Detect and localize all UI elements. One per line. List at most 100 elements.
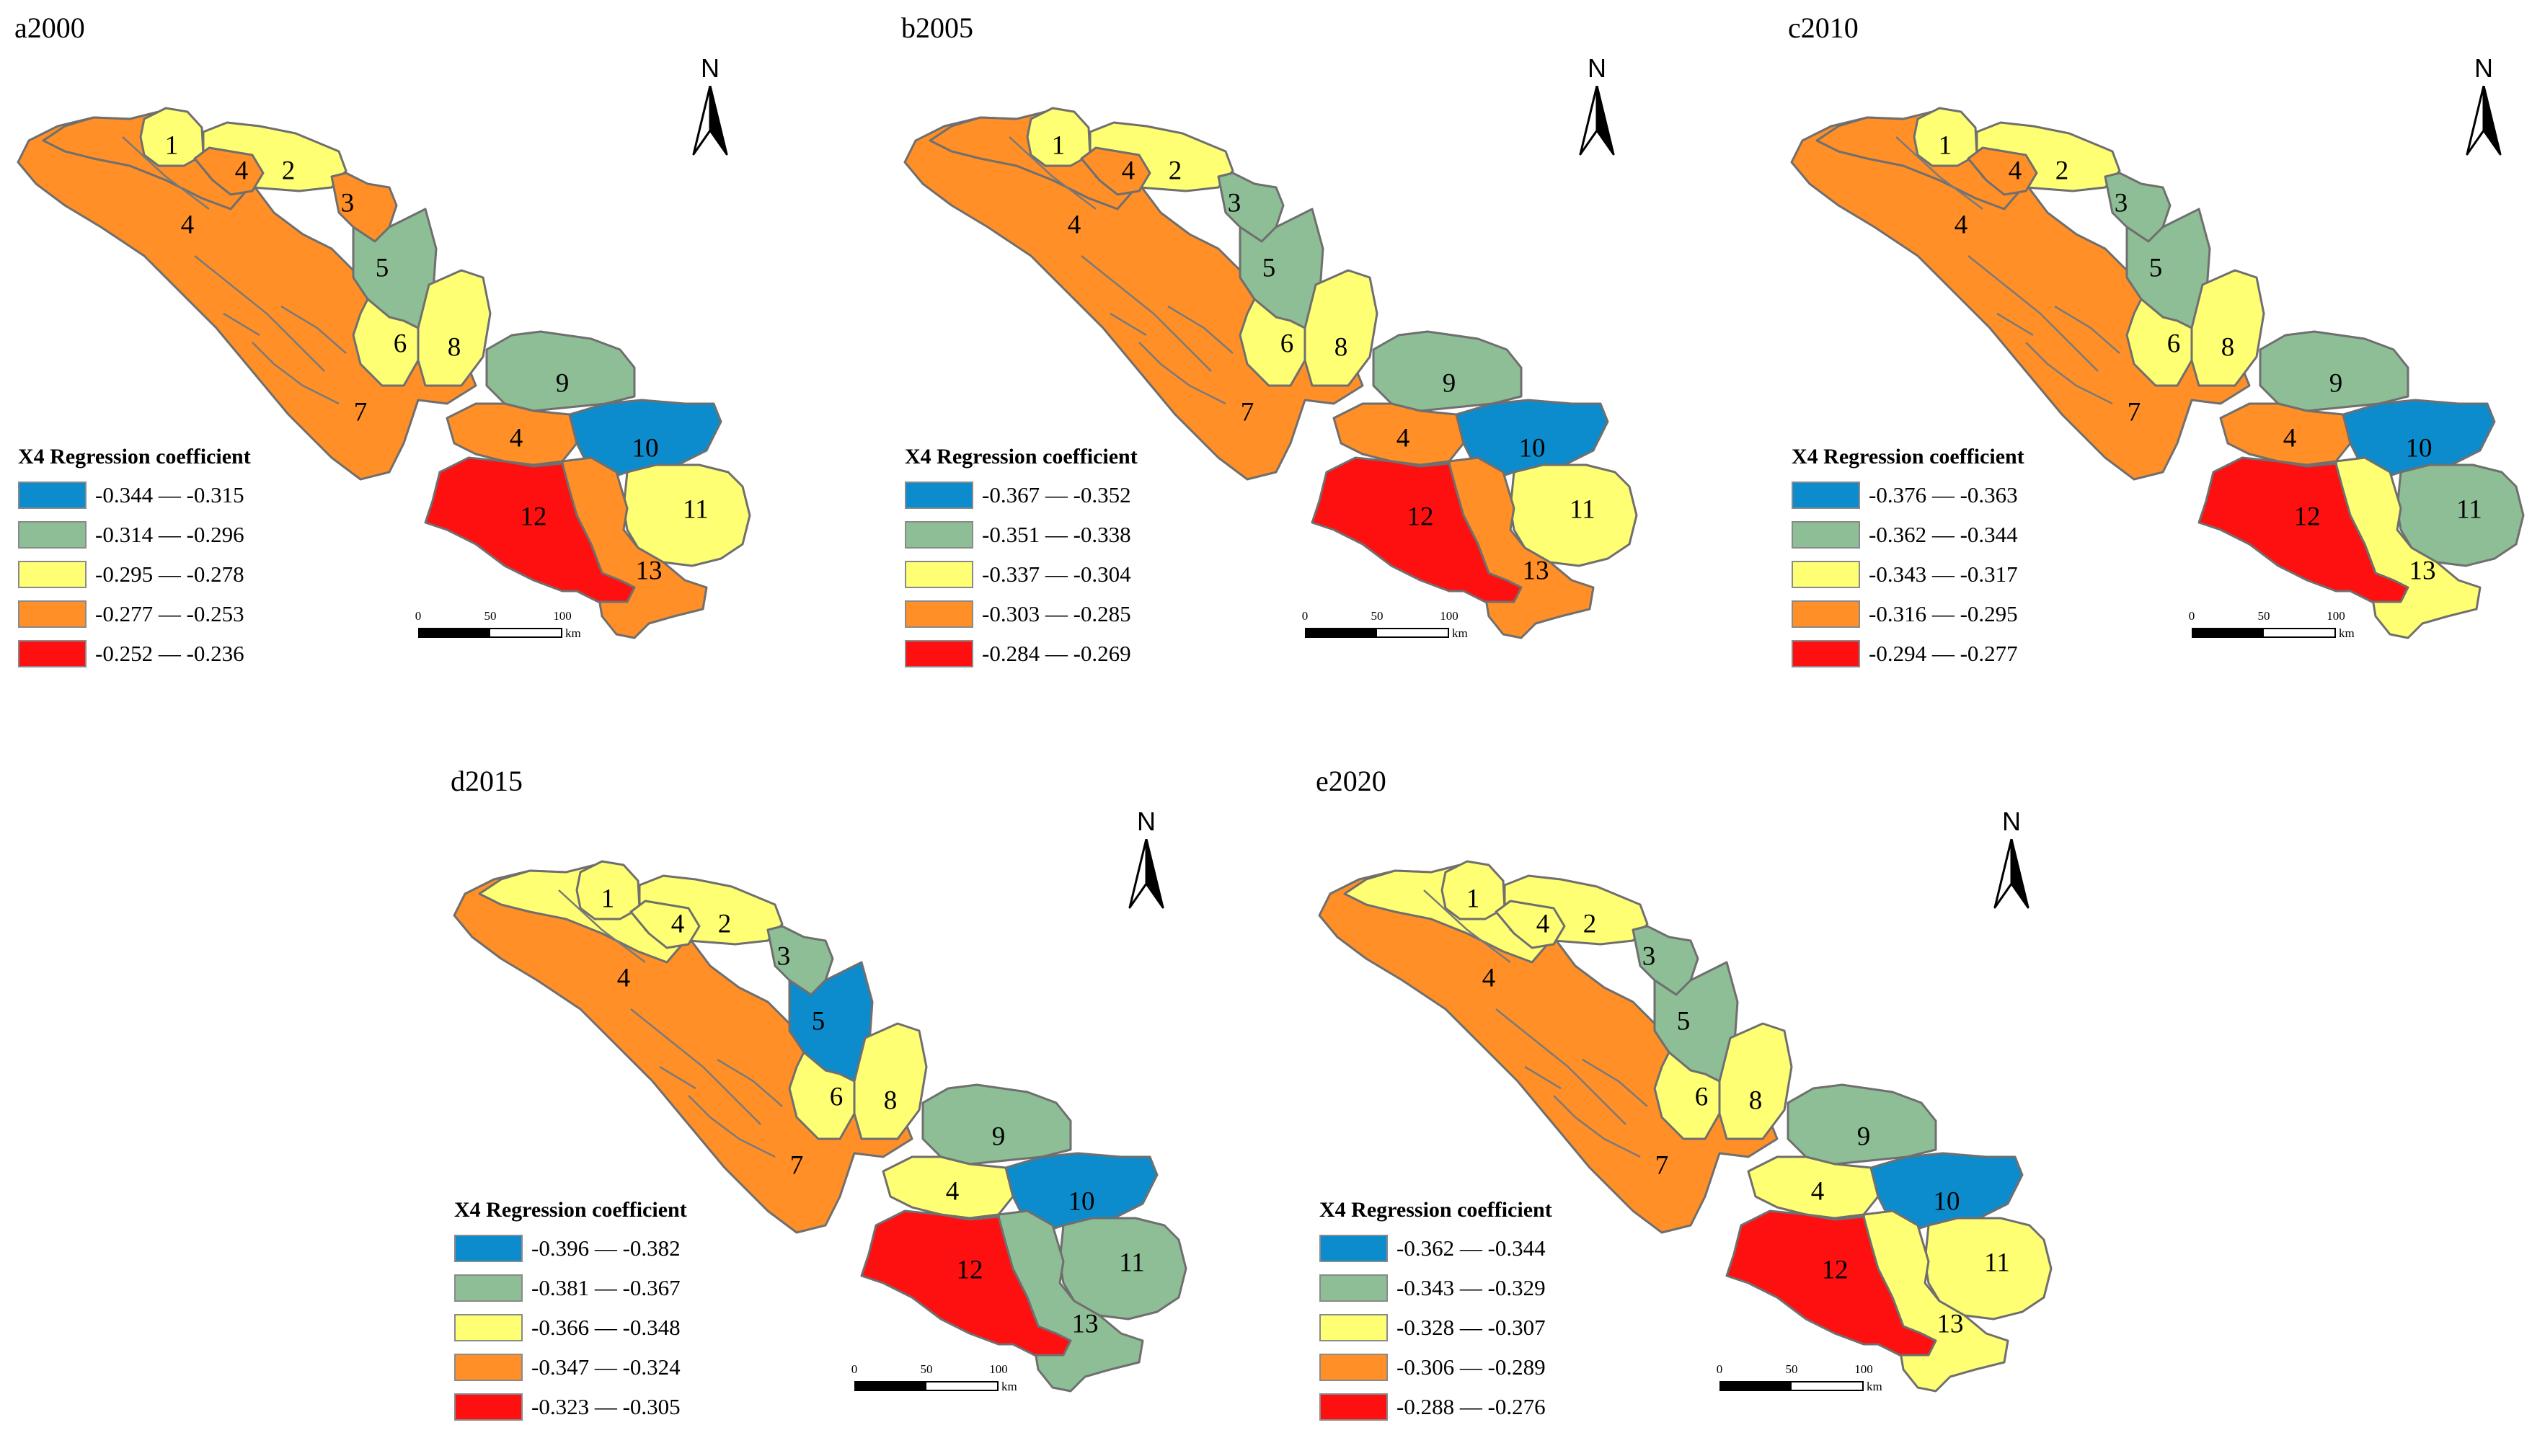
region-4a bbox=[629, 900, 701, 949]
region-label-10: 10 bbox=[632, 433, 659, 463]
legend-swatch bbox=[1792, 600, 1860, 628]
north-label: N bbox=[1137, 807, 1156, 836]
region-label-1: 1 bbox=[165, 130, 179, 160]
scale-tick-label: 0 bbox=[415, 609, 422, 623]
region-label-11: 11 bbox=[1984, 1248, 2010, 1277]
county-boundary-line bbox=[1495, 1008, 1626, 1125]
county-boundary-line bbox=[558, 889, 646, 963]
scale-bar-graphic bbox=[1305, 628, 1449, 638]
north-arrow-icon bbox=[1993, 839, 2029, 909]
north-arrow: N bbox=[1572, 54, 1622, 156]
map-panel-c2010: 7 4 1 2 4 3 5 6 8 9 4 10 11 13 12 c2010 N X4 Regression c… bbox=[1788, 11, 2532, 703]
region-4c bbox=[1332, 402, 1465, 466]
legend-item: -0.381 — -0.367 bbox=[454, 1268, 771, 1308]
scale-unit: km bbox=[2339, 626, 2355, 640]
region-label-4c: 4 bbox=[946, 1176, 960, 1206]
legend-item: -0.288 — -0.276 bbox=[1319, 1387, 1637, 1426]
region-label-4c: 4 bbox=[510, 423, 523, 453]
legend-item: -0.362 — -0.344 bbox=[1319, 1228, 1637, 1268]
region-label-4a: 4 bbox=[2009, 156, 2022, 185]
region-label-12: 12 bbox=[521, 502, 547, 531]
legend-item: -0.367 — -0.352 bbox=[905, 475, 1222, 515]
region-label-8: 8 bbox=[2221, 332, 2235, 362]
region-label-4: 4 bbox=[1955, 210, 1968, 239]
region-label-13: 13 bbox=[1072, 1309, 1099, 1339]
legend-item: -0.362 — -0.344 bbox=[1792, 515, 2109, 554]
region-label-9: 9 bbox=[1857, 1122, 1871, 1151]
legend-label: -0.288 — -0.276 bbox=[1396, 1393, 1546, 1419]
legend-label: -0.303 — -0.285 bbox=[982, 600, 1131, 626]
region-label-8: 8 bbox=[1334, 332, 1348, 362]
region-label-10: 10 bbox=[1934, 1186, 1960, 1216]
north-label: N bbox=[2002, 807, 2021, 836]
region-4c bbox=[446, 402, 578, 466]
region-label-8: 8 bbox=[884, 1086, 898, 1115]
county-boundary-line bbox=[717, 1058, 783, 1107]
panel-title: a2000 bbox=[14, 12, 85, 44]
region-6 bbox=[2125, 298, 2193, 387]
region-4a bbox=[1495, 900, 1566, 949]
legend-item: -0.284 — -0.269 bbox=[905, 634, 1222, 673]
legend-label: -0.351 — -0.338 bbox=[982, 521, 1131, 547]
county-boundary-line bbox=[280, 305, 347, 354]
region-8 bbox=[2190, 269, 2265, 387]
county-boundary-line bbox=[194, 255, 325, 372]
legend-swatch bbox=[1319, 1274, 1388, 1302]
legend-label: -0.343 — -0.317 bbox=[1869, 561, 2018, 587]
region-label-7: 7 bbox=[354, 397, 368, 427]
legend-item: -0.316 — -0.295 bbox=[1792, 594, 2109, 634]
legend-swatch bbox=[18, 560, 87, 588]
scale-tick-label: 0 bbox=[1301, 609, 1309, 623]
region-3 bbox=[2104, 172, 2172, 243]
county-boundary-line bbox=[252, 342, 340, 405]
scale-tick-label: 0 bbox=[2188, 609, 2195, 623]
region-12 bbox=[2197, 456, 2409, 603]
region-12 bbox=[1311, 456, 1523, 603]
region-8 bbox=[1718, 1022, 1793, 1140]
legend-swatch bbox=[1792, 481, 1860, 509]
region-label-1: 1 bbox=[601, 884, 615, 913]
region-label-6: 6 bbox=[394, 329, 407, 358]
region-label-4c: 4 bbox=[1396, 423, 1410, 453]
region-label-13: 13 bbox=[1523, 556, 1549, 585]
region-label-4: 4 bbox=[181, 210, 195, 239]
region-label-9: 9 bbox=[2329, 368, 2343, 398]
legend: X4 Regression coefficient -0.344 — -0.315… bbox=[18, 443, 335, 673]
legend-label: -0.328 — -0.307 bbox=[1396, 1314, 1546, 1340]
legend-label: -0.306 — -0.289 bbox=[1396, 1354, 1546, 1380]
region-label-4a: 4 bbox=[1122, 156, 1136, 185]
legend-label: -0.277 — -0.253 bbox=[95, 600, 244, 626]
region-label-4c: 4 bbox=[2283, 423, 2297, 453]
county-boundary-line bbox=[1081, 255, 1212, 372]
county-boundary-line bbox=[1996, 312, 2034, 337]
legend-item: -0.323 — -0.305 bbox=[454, 1387, 771, 1426]
legend-swatch bbox=[1319, 1393, 1388, 1421]
legend-label: -0.376 — -0.363 bbox=[1869, 481, 2018, 507]
region-4a bbox=[1967, 146, 2038, 196]
legend-swatch bbox=[905, 520, 973, 549]
legend-swatch bbox=[1319, 1353, 1388, 1381]
region-label-7: 7 bbox=[1655, 1150, 1669, 1180]
region-label-5: 5 bbox=[2149, 253, 2163, 283]
region-label-13: 13 bbox=[636, 556, 663, 585]
region-label-4: 4 bbox=[617, 963, 631, 993]
region-label-12: 12 bbox=[1407, 502, 1434, 531]
county-boundary-line bbox=[223, 312, 260, 337]
legend-item: -0.376 — -0.363 bbox=[1792, 475, 2109, 515]
region-label-12: 12 bbox=[2294, 502, 2321, 531]
legend-swatch bbox=[454, 1234, 523, 1262]
legend-label: -0.316 — -0.295 bbox=[1869, 600, 2018, 626]
scale-bar-graphic bbox=[854, 1381, 999, 1391]
legend-swatch bbox=[454, 1313, 523, 1341]
legend-item: -0.303 — -0.285 bbox=[905, 594, 1222, 634]
legend-swatch bbox=[454, 1393, 523, 1421]
region-label-10: 10 bbox=[1519, 433, 1546, 463]
region-label-7: 7 bbox=[1241, 397, 1254, 427]
north-arrow: N bbox=[1121, 807, 1172, 909]
legend: X4 Regression coefficient -0.362 — -0.344… bbox=[1319, 1197, 1637, 1426]
legend-swatch bbox=[18, 520, 87, 549]
legend-swatch bbox=[1792, 520, 1860, 549]
legend: X4 Regression coefficient -0.376 — -0.363… bbox=[1792, 443, 2109, 673]
panel-title: c2010 bbox=[1788, 12, 1859, 44]
scale-tick-label: 100 bbox=[1854, 1362, 1873, 1376]
